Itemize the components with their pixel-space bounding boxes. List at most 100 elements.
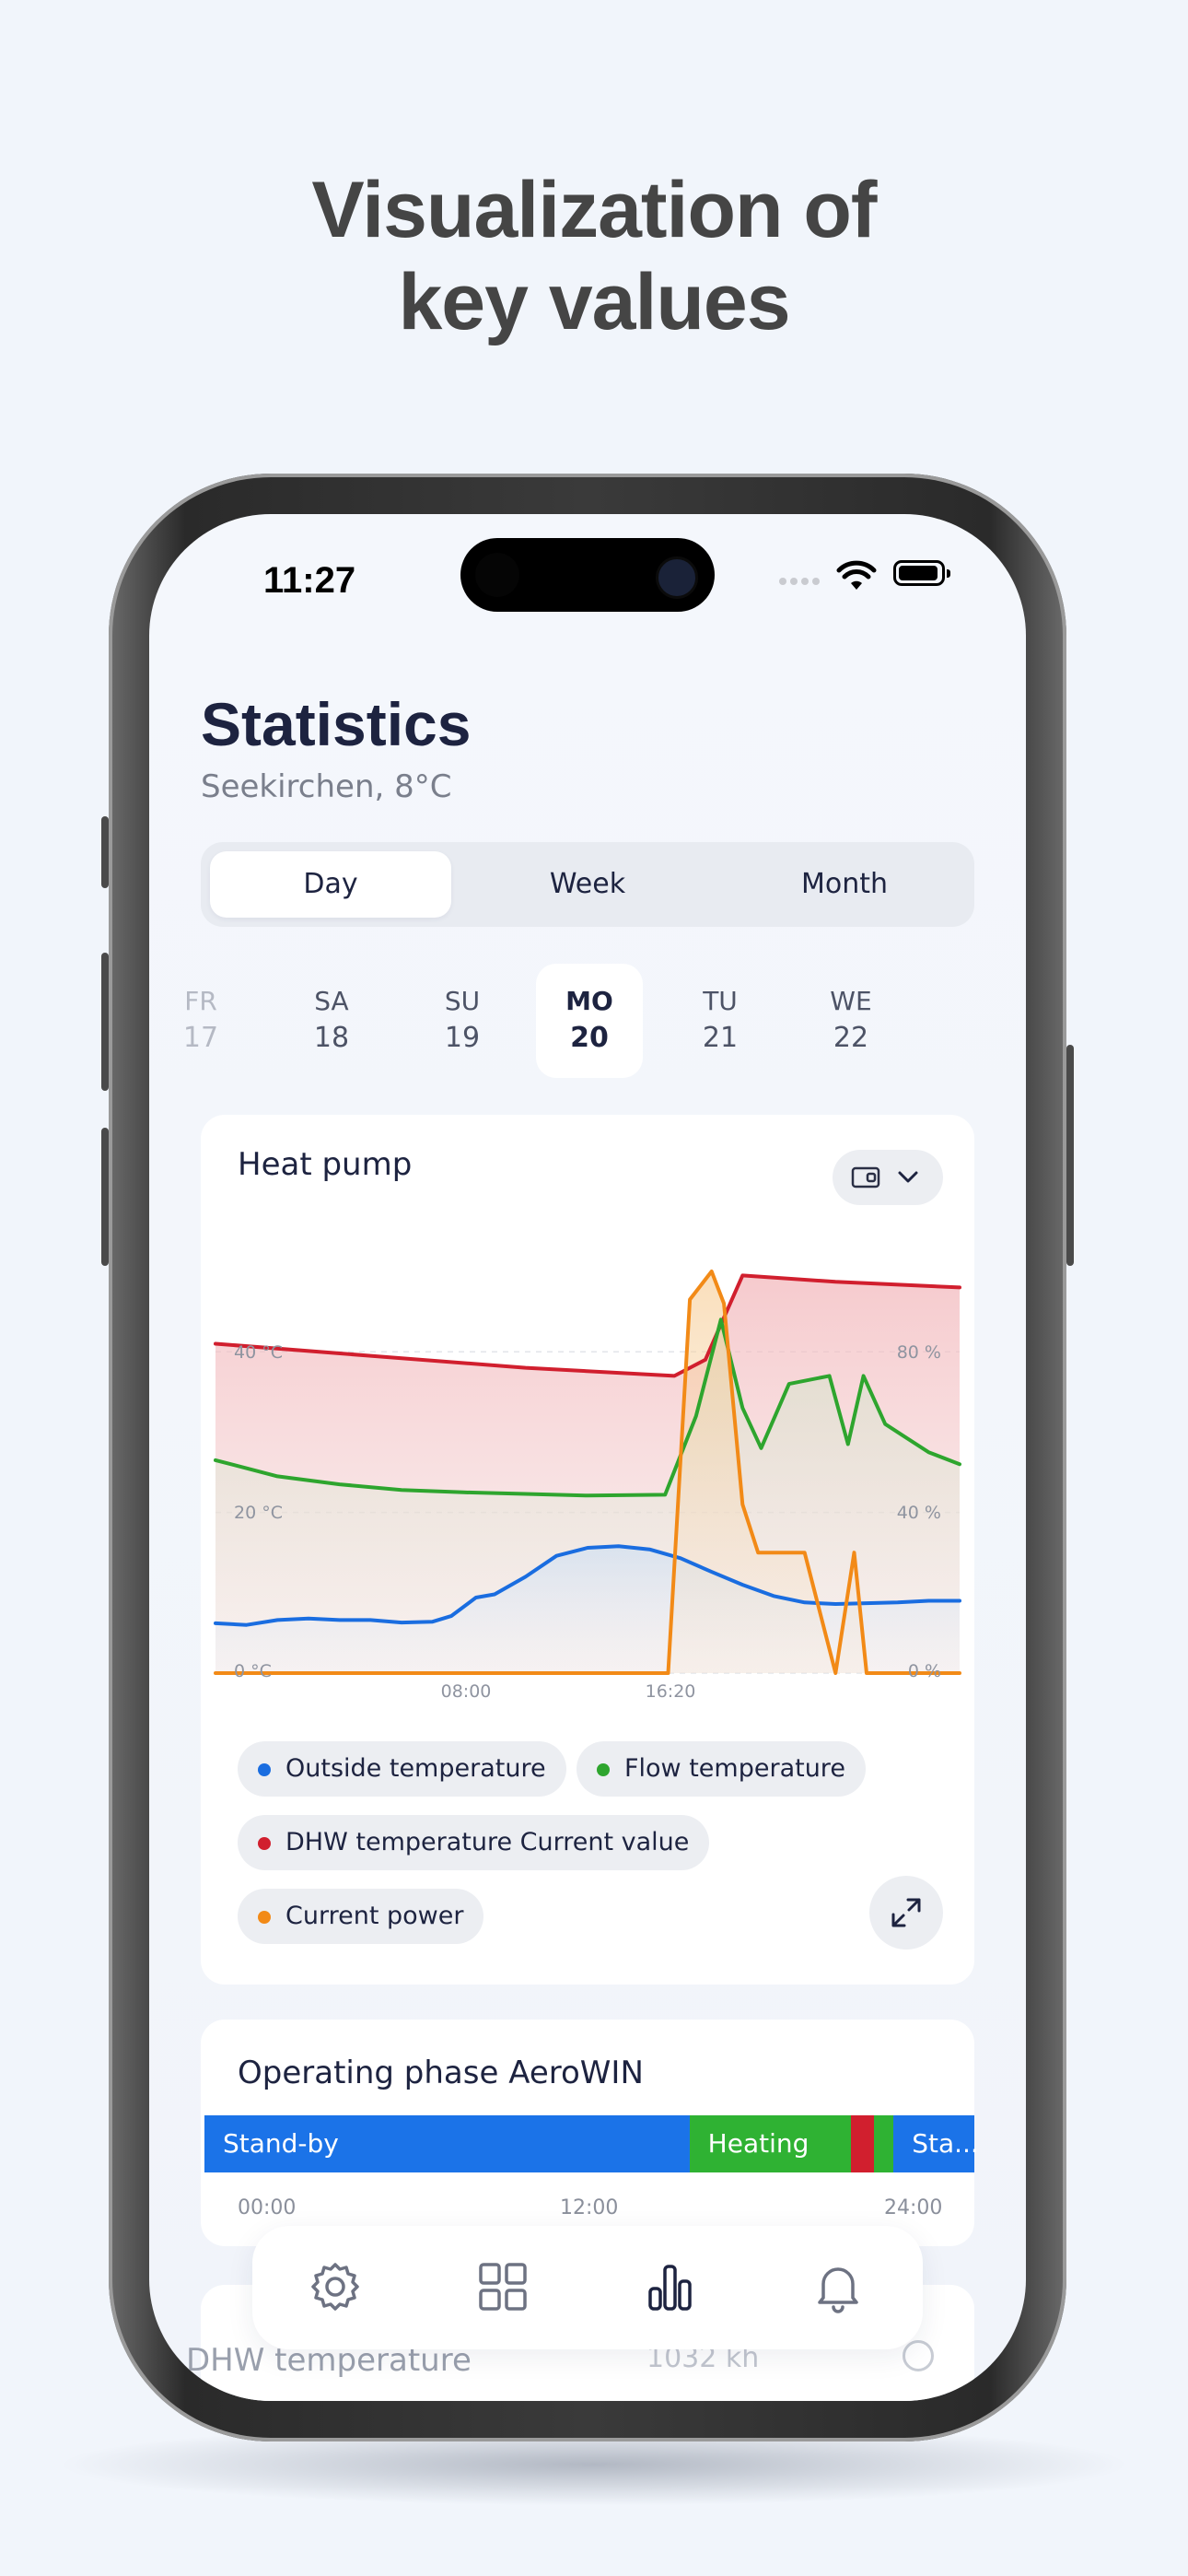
y-right-tick-0: 0 %	[908, 1661, 941, 1681]
day-tu[interactable]: TU 21	[667, 964, 774, 1078]
y-right-tick-80: 80 %	[897, 1342, 941, 1363]
chart-areas	[215, 1271, 960, 1673]
chart-lines	[214, 1270, 961, 1675]
y-left-tick-40: 40 °C	[234, 1342, 283, 1363]
headline-line-2: key values	[398, 258, 790, 346]
nav-settings[interactable]	[302, 2254, 368, 2320]
day-date: 21	[702, 1022, 739, 1054]
series-line-dhw-temperature-current-value	[214, 1273, 961, 1378]
phase-tick-end: 24:00	[884, 2196, 943, 2219]
marketing-headline: Visualization of key values	[0, 164, 1188, 348]
y-left-tick-20: 20 °C	[234, 1503, 283, 1523]
device-selector-dropdown[interactable]	[833, 1150, 943, 1205]
heat-pump-title: Heat pump	[238, 1146, 413, 1183]
day-fr[interactable]: FR 17	[149, 964, 254, 1078]
bar-chart-icon	[648, 2265, 692, 2311]
y-left-tick-0: 0 °C	[234, 1661, 272, 1681]
operating-phase-timeline: Stand-by Heating Sta...	[204, 2115, 979, 2172]
legend-dot	[597, 1763, 610, 1776]
day-sa[interactable]: SA 18	[278, 964, 385, 1078]
day-date: 19	[444, 1022, 481, 1054]
camera-icon	[656, 556, 698, 599]
phase-segment[interactable]	[851, 2115, 875, 2172]
tab-day[interactable]: Day	[210, 851, 451, 918]
grid-icon	[479, 2263, 527, 2311]
tab-month[interactable]: Month	[800, 868, 889, 900]
status-time: 11:27	[263, 560, 356, 601]
day-name: TU	[703, 986, 738, 1016]
phase-segment[interactable]: Heating	[689, 2115, 852, 2172]
volume-up-button	[101, 953, 109, 1091]
day-picker: FR 17 SA 18 SU 19 MO 20 TU 21 WE 22	[149, 964, 1026, 1078]
dynamic-island	[460, 538, 715, 612]
status-bar: 11:27	[149, 514, 1026, 625]
phase-tick-start: 00:00	[238, 2196, 297, 2219]
device-icon	[851, 1166, 880, 1188]
sensor-icon	[475, 553, 519, 597]
info-icon[interactable]	[903, 2340, 934, 2371]
volume-down-button	[101, 1128, 109, 1266]
legend-label: Outside temperature	[285, 1754, 546, 1783]
legend-outside-temperature[interactable]: Outside temperature	[238, 1741, 566, 1797]
legend-dot	[258, 1911, 271, 1924]
phase-segment[interactable]: Sta...	[893, 2115, 979, 2172]
heat-pump-chart: 40 °C 20 °C 0 °C 80 % 40 % 0 % 08:00 16:…	[214, 1270, 961, 1702]
wifi-icon	[836, 560, 877, 590]
legend-label: Current power	[285, 1902, 464, 1930]
bell-icon	[818, 2267, 858, 2313]
operating-phase-card: Operating phase AeroWIN Stand-by Heating S…	[201, 2020, 979, 2246]
legend-flow-temperature[interactable]: Flow temperature	[577, 1741, 866, 1797]
chart-axis-labels: 40 °C 20 °C 0 °C 80 % 40 % 0 % 08:00 16:…	[234, 1342, 941, 1702]
series-line-outside-temperature	[214, 1544, 961, 1627]
day-mo[interactable]: MO 20	[536, 964, 643, 1078]
headline-line-1: Visualization of	[311, 166, 877, 254]
cellular-signal-icon	[779, 571, 825, 585]
tab-week[interactable]: Week	[549, 868, 626, 900]
series-line-current-power	[214, 1270, 961, 1675]
day-name: FR	[184, 986, 217, 1016]
day-date: 20	[570, 1022, 609, 1054]
action-button	[101, 816, 109, 888]
legend-dot	[258, 1837, 271, 1850]
nav-statistics[interactable]	[637, 2254, 704, 2320]
phone-frame: 11:27 Statistics Seekirchen, 8°C Day Wee…	[101, 474, 1074, 2441]
series-line-flow-temperature	[214, 1317, 961, 1498]
day-name: SU	[444, 986, 481, 1016]
legend-current-power[interactable]: Current power	[238, 1889, 484, 1944]
phase-segment[interactable]: Stand-by	[204, 2115, 690, 2172]
day-date: 18	[313, 1022, 350, 1054]
legend-dot	[258, 1763, 271, 1776]
chevron-down-icon	[898, 1171, 918, 1183]
nav-dashboard[interactable]	[470, 2254, 536, 2320]
gear-icon	[311, 2263, 359, 2311]
heat-pump-card: Heat pump	[201, 1115, 974, 1985]
location-weather: Seekirchen, 8°C	[201, 768, 452, 805]
legend-label: DHW temperature Current value	[285, 1828, 690, 1856]
nav-notifications[interactable]	[805, 2254, 871, 2320]
phase-tick-mid: 12:00	[560, 2196, 619, 2219]
day-date: 22	[833, 1022, 869, 1054]
phase-label: Sta...	[912, 2128, 979, 2159]
legend-dhw-temperature[interactable]: DHW temperature Current value	[238, 1815, 710, 1870]
series-area-current-power	[215, 1271, 960, 1673]
range-selector: Day Week Month	[201, 842, 974, 927]
battery-icon	[893, 560, 950, 586]
expand-chart-button[interactable]	[869, 1876, 943, 1950]
y-right-tick-40: 40 %	[897, 1503, 941, 1523]
day-name: SA	[314, 986, 349, 1016]
day-name: MO	[565, 986, 613, 1016]
day-date: 17	[182, 1022, 219, 1054]
power-button	[1066, 1045, 1074, 1266]
day-we[interactable]: WE 22	[798, 964, 904, 1078]
x-tick-1620: 16:20	[646, 1681, 696, 1702]
phase-segment[interactable]	[874, 2115, 894, 2172]
operating-phase-title: Operating phase AeroWIN	[238, 2055, 644, 2091]
phase-label: Stand-by	[223, 2128, 339, 2159]
day-name: WE	[830, 986, 872, 1016]
expand-icon	[891, 1898, 921, 1927]
bottom-navigation	[252, 2226, 923, 2349]
page-title: Statistics	[201, 690, 472, 758]
phase-label: Heating	[707, 2128, 809, 2159]
app-screen: 11:27 Statistics Seekirchen, 8°C Day Wee…	[149, 514, 1026, 2401]
day-su[interactable]: SU 19	[409, 964, 516, 1078]
